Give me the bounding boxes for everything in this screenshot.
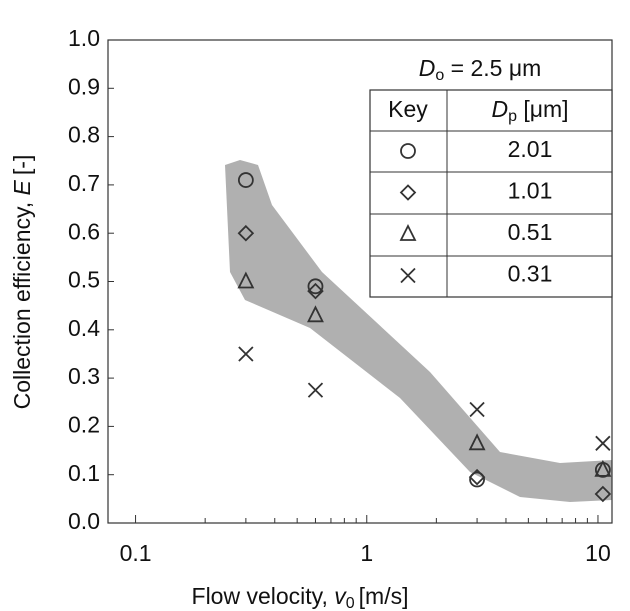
marker-circle: [237, 172, 254, 188]
legend-title-text: = 2.5 μm: [444, 55, 541, 81]
marker-cross: [469, 401, 485, 418]
marker-cross: [400, 267, 416, 284]
y-tick-label: 0.2: [68, 411, 100, 437]
legend-title: Do = 2.5 μm: [419, 55, 542, 84]
legend-header-symbol: D: [491, 96, 508, 122]
legend-label: 2.01: [508, 136, 553, 162]
legend: Do = 2.5 μm Key Dp [μm]: [369, 55, 613, 298]
y-tick-label: 0.9: [68, 73, 100, 99]
y-label-unit: [-]: [9, 155, 35, 175]
legend-key-header: Key: [388, 96, 428, 122]
marker-diamond: [307, 282, 324, 300]
marker-cross: [307, 382, 324, 398]
marker-circle: [307, 278, 324, 295]
marker-triangle: [307, 305, 324, 323]
x-tick-label: 1: [360, 540, 373, 566]
marker-cross: [595, 435, 611, 451]
marker-diamond: [468, 468, 486, 486]
legend-title-symbol: D: [419, 55, 436, 81]
y-tick-label: 0.4: [68, 315, 100, 341]
legend-value-header: Dp [μm]: [491, 96, 568, 125]
legend-header-subscript: p: [508, 108, 517, 125]
marker-diamond: [237, 224, 255, 242]
marker-triangle: [237, 271, 255, 289]
legend-label: 0.31: [508, 261, 553, 287]
y-tick-label: 0.3: [68, 363, 100, 389]
legend-header-unit: [μm]: [517, 96, 569, 122]
marker-cross: [238, 346, 254, 362]
y-axis-label: Collection efficiency, E [-]: [9, 155, 35, 410]
y-tick-label: 0.8: [68, 122, 100, 148]
x-label-text: Flow velocity,: [192, 583, 335, 609]
x-tick-label: 0.1: [120, 540, 152, 566]
y-tick-label: 0.7: [68, 170, 100, 196]
y-tick-label: 1.0: [68, 25, 100, 51]
legend-label: 0.51: [508, 219, 553, 245]
shaded-band: [225, 160, 612, 502]
legend-label: 1.01: [508, 178, 553, 204]
y-tick-label: 0.5: [68, 267, 100, 293]
y-tick-label: 0.1: [68, 460, 100, 486]
marker-diamond: [399, 184, 417, 201]
legend-box: [369, 89, 613, 298]
x-label-subscript: 0: [346, 595, 355, 611]
marker-circle: [400, 143, 416, 159]
marker-triangle: [399, 223, 417, 241]
x-axis-label: Flow velocity, v0 [m/s]: [192, 583, 409, 611]
x-label-symbol: v: [334, 583, 347, 609]
marker-triangle: [468, 433, 486, 451]
y-label-symbol: E: [9, 179, 35, 195]
y-tick-label: 0.0: [68, 508, 100, 534]
marker-diamond: [594, 485, 612, 503]
marker-circle: [469, 471, 485, 488]
y-tick-label: 0.6: [68, 218, 100, 244]
x-label-unit: [m/s]: [359, 583, 409, 609]
x-tick-label: 10: [585, 540, 611, 566]
marker-triangle: [594, 459, 612, 477]
legend-title-subscript: o: [435, 67, 444, 84]
y-label-text: Collection efficiency,: [9, 195, 35, 409]
